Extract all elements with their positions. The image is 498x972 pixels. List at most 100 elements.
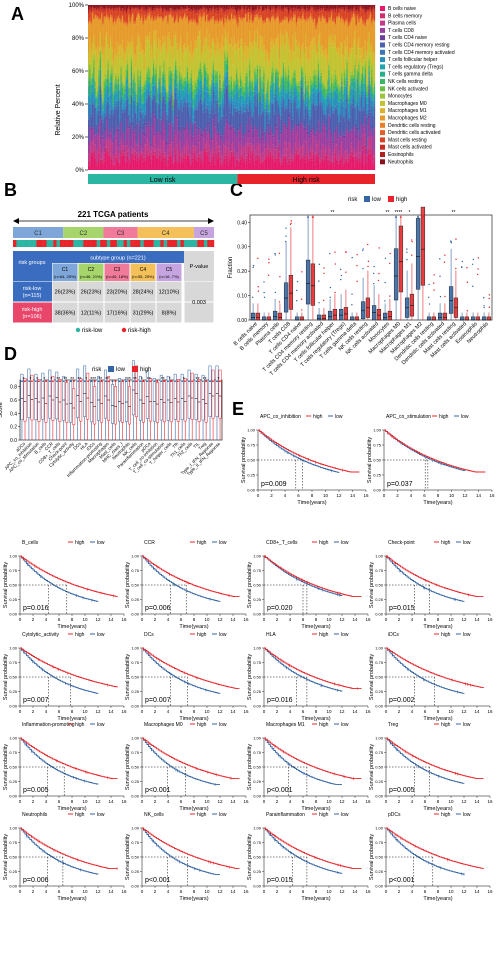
- composition-segment: [295, 149, 298, 155]
- composition-segment: [133, 158, 135, 160]
- composition-segment: [342, 155, 344, 163]
- composition-segment: [294, 123, 296, 125]
- composition-segment: [113, 109, 116, 136]
- composition-segment: [132, 80, 134, 88]
- composition-segment: [338, 121, 341, 123]
- composition-segment: [326, 22, 329, 24]
- composition-segment: [102, 12, 104, 23]
- y-tick-label: 60%: [72, 69, 85, 75]
- composition-segment: [155, 10, 157, 17]
- composition-segment: [272, 135, 274, 138]
- composition-segment: [250, 7, 252, 10]
- composition-segment: [262, 12, 264, 21]
- composition-segment: [216, 71, 219, 76]
- composition-segment: [198, 5, 200, 10]
- composition-segment: [269, 23, 272, 43]
- composition-segment: [119, 145, 121, 155]
- composition-segment: [345, 22, 347, 47]
- composition-segment: [204, 68, 207, 71]
- composition-segment: [237, 89, 239, 93]
- composition-segment: [162, 84, 164, 87]
- composition-segment: [215, 58, 217, 69]
- composition-segment: [339, 21, 342, 43]
- composition-segment: [172, 47, 174, 61]
- legend-swatch: [380, 13, 385, 19]
- composition-segment: [129, 21, 132, 23]
- composition-segment: [280, 90, 282, 101]
- composition-segment: [143, 6, 146, 10]
- composition-segment: [93, 35, 95, 39]
- composition-segment: [207, 88, 209, 93]
- composition-segment: [362, 107, 364, 111]
- composition-segment: [130, 153, 133, 157]
- composition-segment: [245, 72, 247, 77]
- composition-segment: [246, 107, 248, 123]
- composition-segment: [306, 16, 308, 19]
- composition-segment: [246, 103, 248, 108]
- composition-segment: [363, 75, 365, 78]
- composition-segment: [280, 115, 282, 120]
- composition-segment: [93, 76, 95, 79]
- composition-segment: [138, 9, 141, 11]
- composition-segment: [346, 127, 348, 150]
- composition-segment: [295, 5, 298, 7]
- composition-segment: [284, 18, 286, 21]
- composition-segment: [254, 12, 256, 16]
- composition-segment: [132, 152, 134, 156]
- composition-segment: [329, 20, 331, 36]
- composition-segment: [232, 5, 234, 8]
- composition-segment: [90, 8, 93, 12]
- composition-segment: [342, 90, 344, 94]
- composition-segment: [334, 74, 337, 82]
- composition-segment: [247, 110, 250, 112]
- composition-segment: [325, 87, 328, 89]
- composition-segment: [121, 109, 124, 113]
- composition-segment: [362, 9, 364, 20]
- composition-segment: [110, 81, 112, 94]
- composition-segment: [234, 5, 237, 10]
- composition-segment: [200, 81, 203, 87]
- composition-segment: [367, 19, 369, 22]
- composition-segment: [217, 51, 220, 87]
- composition-segment: [200, 99, 203, 104]
- composition-segment: [356, 18, 359, 43]
- composition-segment: [97, 55, 99, 86]
- composition-segment: [181, 150, 183, 158]
- composition-segment: [137, 14, 139, 35]
- composition-segment: [210, 19, 212, 21]
- composition-segment: [268, 21, 270, 60]
- composition-segment: [291, 77, 294, 85]
- composition-segment: [289, 21, 291, 50]
- composition-segment: [334, 22, 337, 24]
- composition-segment: [328, 76, 330, 80]
- composition-segment: [189, 11, 191, 13]
- composition-segment: [110, 10, 112, 11]
- composition-segment: [343, 115, 346, 121]
- composition-segment: [212, 140, 215, 153]
- composition-segment: [303, 115, 306, 119]
- composition-segment: [88, 94, 90, 96]
- composition-segment: [316, 88, 319, 96]
- composition-segment: [190, 5, 193, 10]
- composition-segment: [233, 94, 235, 105]
- composition-segment: [113, 19, 116, 22]
- composition-segment: [324, 160, 326, 170]
- composition-segment: [251, 78, 254, 81]
- composition-segment: [186, 15, 189, 17]
- composition-segment: [210, 99, 212, 110]
- composition-segment: [360, 8, 363, 17]
- composition-segment: [191, 157, 194, 162]
- composition-segment: [326, 5, 329, 9]
- composition-segment: [369, 112, 372, 132]
- composition-segment: [125, 129, 128, 146]
- composition-segment: [223, 135, 225, 145]
- composition-segment: [304, 106, 307, 129]
- composition-segment: [260, 6, 263, 8]
- composition-segment: [213, 113, 216, 127]
- composition-segment: [265, 154, 268, 157]
- composition-segment: [302, 155, 304, 159]
- composition-segment: [360, 5, 363, 7]
- composition-segment: [276, 17, 278, 20]
- composition-segment: [265, 104, 268, 109]
- composition-segment: [225, 141, 228, 153]
